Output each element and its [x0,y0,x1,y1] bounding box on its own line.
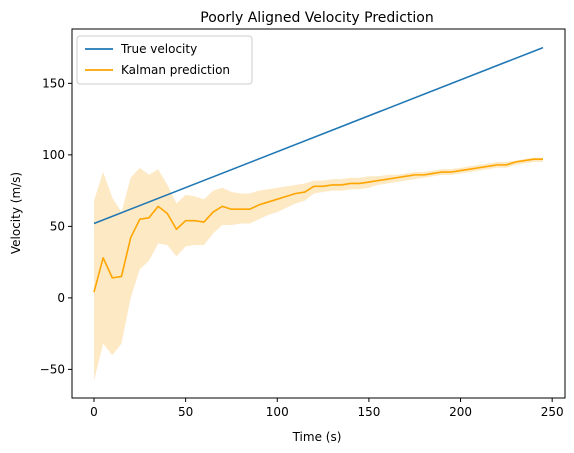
legend-label-kalman-prediction: Kalman prediction [121,63,230,77]
axes: 0 50 100 150 200 250 −50 0 50 100 150 [40,76,564,419]
kalman-uncertainty-band [93,157,544,381]
x-tick-label: 100 [266,405,289,419]
legend-box [76,35,253,85]
y-tick-label: 100 [42,148,65,162]
series-line-kalman-prediction [93,158,544,293]
y-tick-label: −50 [40,362,65,376]
series-line-true-velocity [93,46,544,225]
plot-area [93,46,544,381]
x-tick-label: 50 [178,405,193,419]
y-tick-label: 150 [42,76,65,90]
y-tick-label: 50 [50,219,65,233]
plot-frame [71,28,566,399]
y-axis-label: Velocity (m/s) [9,172,23,254]
legend-label-true-velocity: True velocity [120,42,197,56]
x-tick-label: 250 [541,405,564,419]
chart-title: Poorly Aligned Velocity Prediction [200,10,433,26]
x-tick-label: 150 [357,405,380,419]
legend: True velocity Kalman prediction [76,35,253,85]
y-tick-label: 0 [57,291,65,305]
x-axis-label: Time (s) [292,430,342,444]
x-tick-label: 200 [449,405,472,419]
x-tick-label: 0 [90,405,98,419]
